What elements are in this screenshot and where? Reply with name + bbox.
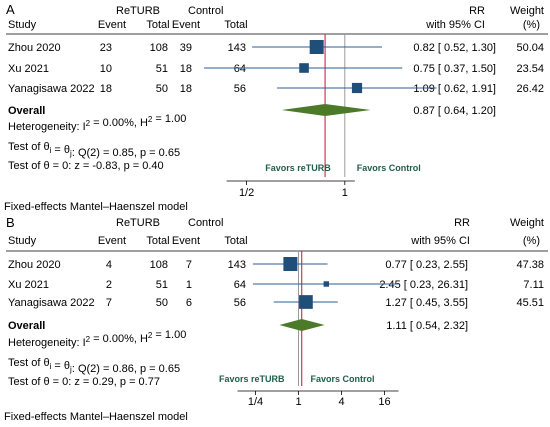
panel-b-study-1-event1: 4	[106, 259, 112, 271]
panel-b-group2-header: Control	[188, 217, 223, 229]
panel-a-group2-header: Control	[188, 5, 223, 17]
panel-a-study-2-event1: 10	[100, 63, 112, 75]
panel-a-event1-header: Event	[98, 19, 126, 31]
panel-a-total2-header: Total	[224, 19, 247, 31]
panel-b-x-tick-label-2: 1	[295, 396, 301, 408]
panel-a-study-2-rr-ci: 0.75 [ 0.37, 1.50]	[413, 63, 496, 75]
panel-a-study-3-name: Yanagisawa 2022	[8, 83, 95, 95]
panel-b-study-2-total1: 51	[156, 279, 168, 291]
panel-b-study-3-rr-ci: 1.27 [ 0.45, 3.55]	[385, 297, 468, 309]
panel-b-x-tick-label-1: 1/4	[248, 396, 263, 408]
panel-b-study-2-square	[323, 281, 330, 287]
panel-b-study-2-rr-ci: 2.45 [ 0.23, 26.31]	[379, 279, 468, 291]
panel-a-study-1-name: Zhou 2020	[8, 42, 61, 54]
panel-a-study-2-total1: 51	[156, 63, 168, 75]
panel-a-event2-header: Event	[172, 19, 200, 31]
panel-a-study-2-event2: 18	[180, 63, 192, 75]
panel-b-study-1-total1: 108	[150, 259, 168, 271]
panel-a-study-3-rr-ci: 1.09 [ 0.62, 1.91]	[413, 83, 496, 95]
panel-a-study-2-square	[299, 63, 309, 73]
panel-a-study-3-total2: 56	[234, 83, 246, 95]
panel-b-x-tick-label-4: 16	[378, 396, 390, 408]
panel-b-study-2-event2: 1	[186, 279, 192, 291]
panel-b-model-note: Fixed-effects Mantel–Haenszel model	[4, 411, 188, 423]
panel-b-heterogeneity: Heterogeneity: I2 = 0.00%, H2 = 1.00	[8, 329, 186, 349]
panel-a-test-homogeneity: Test of θi = θj: Q(2) = 0.85, p = 0.65	[8, 141, 180, 159]
panel-b-study-1-weight: 47.38	[516, 259, 544, 271]
panel-a-letter: A	[6, 2, 15, 17]
panel-a-study-3-event2: 18	[180, 83, 192, 95]
panel-a-overall-rr-ci: 0.87 [ 0.64, 1.20]	[413, 105, 496, 117]
panel-b-total2-header: Total	[224, 235, 247, 247]
panel-b-study-3-square	[299, 295, 313, 309]
panel-b-favors-left: Favors reTURB	[219, 374, 285, 384]
panel-b-favors-right: Favors Control	[311, 374, 375, 384]
panel-a-group1-header: ReTURB	[116, 5, 160, 17]
panel-a-study-2-weight: 23.54	[516, 63, 544, 75]
panel-a-effect-header: RR	[469, 5, 485, 17]
panel-a-study-1-total2: 143	[228, 42, 246, 54]
panel-b-study-1-rr-ci: 0.77 [ 0.23, 2.55]	[385, 259, 468, 271]
panel-b-effect-header: RR	[454, 217, 470, 229]
panel-b-study-1-event2: 7	[186, 259, 192, 271]
panel-a-study-1-event1: 23	[100, 42, 112, 54]
panel-a-heterogeneity: Heterogeneity: I2 = 0.00%, H2 = 1.00	[8, 113, 186, 133]
panel-b-ci-header: with 95% CI	[410, 235, 470, 247]
panel-b-group1-header: ReTURB	[116, 217, 160, 229]
panel-b-event2-header: Event	[172, 235, 200, 247]
panel-b-overall-label: Overall	[8, 320, 45, 332]
panel-a-x-tick-label-2: 1	[342, 187, 348, 199]
panel-b-overall-rr-ci: 1.11 [ 0.54, 2.32]	[386, 320, 468, 332]
panel-a-study-2-name: Xu 2021	[8, 63, 49, 75]
panel-a-overall-diamond	[281, 104, 371, 116]
panel-a-test-effect: Test of θ = 0: z = -0.83, p = 0.40	[8, 160, 164, 172]
panel-b-study-3-event2: 6	[186, 297, 192, 309]
panel-a-model-note: Fixed-effects Mantel–Haenszel model	[4, 201, 188, 213]
panel-a-x-tick-label-1: 1/2	[239, 187, 254, 199]
panel-a-total1-header: Total	[146, 19, 169, 31]
panel-b-x-tick-label-3: 4	[338, 396, 344, 408]
panel-a-weight-header: Weight	[510, 5, 544, 17]
panel-a-study-1-rr-ci: 0.82 [ 0.52, 1.30]	[413, 42, 496, 54]
panel-b-weight-unit: (%)	[523, 235, 540, 247]
panel-a-study-1-total1: 108	[150, 42, 168, 54]
panel-b-study-3-weight: 45.51	[516, 297, 544, 309]
panel-b-study-3-event1: 7	[106, 297, 112, 309]
panel-a-study-2-total2: 64	[234, 63, 246, 75]
panel-b-study-3-total2: 56	[234, 297, 246, 309]
panel-a-study-1-event2: 39	[180, 42, 192, 54]
panel-a-study-1-square	[309, 40, 324, 54]
panel-b-study-2-name: Xu 2021	[8, 279, 49, 291]
panel-b-study-3-name: Yanagisawa 2022	[8, 297, 95, 309]
panel-b-overall-diamond	[279, 319, 325, 331]
panel-a-favors-right: Favors Control	[357, 163, 421, 173]
panel-b-study-1-square	[283, 257, 298, 271]
panel-a-study-3-event1: 18	[100, 83, 112, 95]
panel-b-study-3-total1: 50	[156, 297, 168, 309]
panel-b-test-effect: Test of θ = 0: z = 0.29, p = 0.77	[8, 376, 160, 388]
panel-b-study-1-total2: 143	[228, 259, 246, 271]
panel-b-study-2-event1: 2	[106, 279, 112, 291]
panel-b-total1-header: Total	[146, 235, 169, 247]
panel-b-event1-header: Event	[98, 235, 126, 247]
panel-a-study-1-weight: 50.04	[516, 42, 544, 54]
panel-a-favors-left: Favors reTURB	[265, 163, 331, 173]
panel-b-study-header: Study	[8, 235, 37, 247]
panel-b-weight-header: Weight	[510, 217, 544, 229]
panel-b-study-1-name: Zhou 2020	[8, 259, 61, 271]
panel-b-letter: B	[6, 215, 15, 230]
panel-a-study-header: Study	[8, 19, 37, 31]
panel-a-study-3-total1: 50	[156, 83, 168, 95]
panel-b-study-2-total2: 64	[234, 279, 246, 291]
panel-b-study-2-weight: 7.11	[523, 279, 544, 291]
panel-a-weight-unit: (%)	[523, 19, 540, 31]
panel-a-ci-header: with 95% CI	[425, 19, 485, 31]
panel-b-test-homogeneity: Test of θi = θj: Q(2) = 0.86, p = 0.65	[8, 357, 180, 375]
panel-a-study-3-weight: 26.42	[516, 83, 544, 95]
panel-a-overall-label: Overall	[8, 105, 45, 117]
panel-a-study-3-square	[351, 82, 363, 94]
